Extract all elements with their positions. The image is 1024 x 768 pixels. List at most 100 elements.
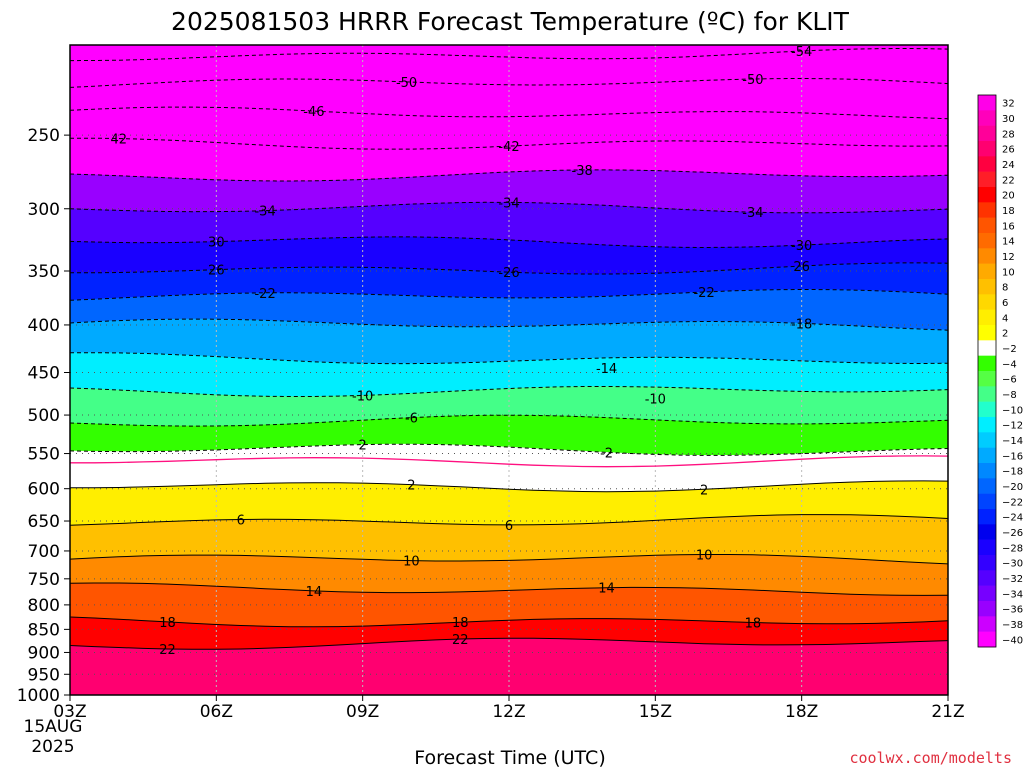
isotherm-line — [70, 582, 948, 596]
contour-label: -34 — [498, 196, 519, 211]
contour-label: -34 — [742, 206, 763, 221]
colorbar-swatch — [978, 386, 996, 402]
contour-label: -10 — [645, 393, 666, 408]
credit-label[interactable]: coolwx.com/modelts — [849, 749, 1012, 767]
isotherm-line — [70, 554, 948, 565]
colorbar-label: −26 — [1002, 528, 1023, 539]
contour-label: 18 — [452, 616, 469, 631]
contour-label: -50 — [396, 76, 417, 91]
y-tick-label: 950 — [28, 665, 60, 685]
colorbar-swatch — [978, 417, 996, 433]
contour-label: 6 — [237, 513, 245, 528]
x-tick-label: 18Z — [785, 702, 818, 722]
date-day-label: 15AUG — [24, 717, 83, 737]
colorbar-label: −16 — [1002, 451, 1023, 462]
colorbar-label: 12 — [1002, 252, 1015, 263]
colorbar-label: −24 — [1002, 513, 1023, 524]
contour-label: 10 — [696, 548, 713, 563]
colorbar-swatch — [978, 509, 996, 525]
isotherm-contours — [70, 47, 948, 650]
colorbar-swatch — [978, 217, 996, 234]
colorbar-label: −12 — [1002, 421, 1023, 432]
colorbar-label: −36 — [1002, 605, 1023, 616]
contour-label: 18 — [159, 616, 176, 631]
contour-label: -42 — [498, 140, 519, 155]
colorbar-swatch — [978, 371, 996, 387]
colorbar-swatch — [978, 539, 996, 556]
y-tick-label: 600 — [28, 480, 60, 500]
contour-label: 26 — [793, 260, 810, 275]
colorbar-label: 32 — [1002, 99, 1015, 110]
isotherm-line — [70, 637, 948, 650]
colorbar-label: 2 — [1002, 329, 1008, 340]
colorbar-swatch — [978, 95, 996, 111]
y-tick-label: 900 — [28, 643, 60, 663]
y-tick-label: 450 — [28, 364, 60, 384]
colorbar-label: 30 — [1002, 114, 1015, 125]
colorbar-label: −18 — [1002, 467, 1023, 478]
colorbar-label: −20 — [1002, 482, 1023, 493]
colorbar-swatch — [978, 110, 996, 126]
colorbar-frame — [977, 94, 997, 648]
colorbar-swatch — [978, 187, 996, 203]
colorbar-label: 26 — [1002, 145, 1015, 156]
colorbar-label: 28 — [1002, 129, 1015, 140]
colorbar-swatch — [978, 248, 996, 264]
colorbar-label: 10 — [1002, 267, 1015, 278]
colorbar-swatch — [978, 478, 996, 494]
contour-label: -46 — [303, 105, 324, 120]
contour-label: -22 — [254, 287, 275, 302]
temperature-bands — [70, 45, 948, 695]
contour-label: -50 — [742, 73, 763, 88]
y-tick-label: 750 — [28, 570, 60, 590]
contour-label: -2 — [600, 446, 613, 461]
colorbar-label: −6 — [1002, 375, 1017, 386]
chart-title: 2025081503 HRRR Forecast Temperature (ºC… — [171, 7, 850, 36]
contour-label: 26 — [208, 264, 225, 279]
plot-area — [70, 45, 948, 695]
contour-label: 22 — [452, 633, 469, 648]
colorbar-label: 8 — [1002, 283, 1008, 294]
contour-label: 2 — [407, 479, 415, 494]
colorbar-swatch — [978, 555, 996, 571]
contour-label: 10 — [403, 555, 420, 570]
colorbar-swatch — [978, 601, 996, 617]
colorbar-swatch — [978, 309, 996, 326]
colorbar-swatch — [978, 524, 996, 540]
colorbar-swatch — [978, 279, 996, 295]
contour-label: 6 — [505, 519, 513, 534]
y-tick-label: 250 — [28, 126, 60, 146]
colorbar-swatch — [978, 432, 996, 448]
contour-label: -34 — [254, 205, 275, 220]
colorbar-swatch — [978, 125, 996, 142]
colorbar-label: 24 — [1002, 160, 1015, 171]
colorbar-label: −10 — [1002, 405, 1023, 416]
colorbar-label: −32 — [1002, 574, 1023, 585]
contour-label: 14 — [598, 582, 615, 597]
date-year-label: 2025 — [31, 737, 74, 757]
contour-label: -6 — [405, 412, 418, 427]
contour-label: -38 — [572, 164, 593, 179]
contour-label: 30 — [208, 236, 225, 251]
contour-label: -22 — [693, 286, 714, 301]
colorbar: 32 30 28 26 24 22 20 18 16 14 12 10 8 6 4 2 −2 −4 −6 −8 −10 −… — [977, 94, 1023, 648]
colorbar-label: −2 — [1002, 344, 1017, 355]
contour-label: 22 — [159, 643, 176, 658]
contour-label: -14 — [596, 362, 617, 377]
contour-label: 42 — [111, 133, 128, 148]
x-tick-label: 06Z — [200, 702, 233, 722]
colorbar-swatch — [978, 447, 996, 464]
contour-label: 2 — [359, 439, 367, 454]
x-tick-label: 21Z — [931, 702, 964, 722]
colorbar-swatch — [978, 202, 996, 218]
y-tick-label: 550 — [28, 445, 60, 465]
contour-label: -18 — [791, 317, 812, 332]
colorbar-swatch — [978, 294, 996, 310]
colorbar-swatch — [978, 263, 996, 280]
colorbar-swatch — [978, 493, 996, 510]
y-tick-label: 350 — [28, 262, 60, 282]
colorbar-swatch — [978, 570, 996, 586]
colorbar-swatch — [978, 401, 996, 418]
colorbar-label: 22 — [1002, 175, 1015, 186]
